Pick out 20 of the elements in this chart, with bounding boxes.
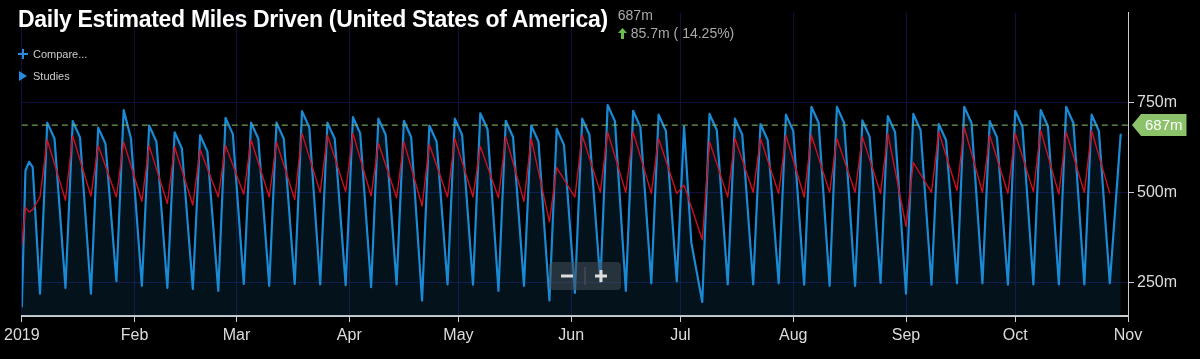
x-tick-label: Aug xyxy=(778,326,808,344)
y-tick-label: 500m xyxy=(1137,182,1178,200)
x-tick-label: Feb xyxy=(120,326,149,344)
x-tick-label: Jun xyxy=(558,326,585,344)
y-tick-label: 750m xyxy=(1137,92,1178,110)
x-tick-label: 2019 xyxy=(4,326,40,344)
chart-title: Daily Estimated Miles Driven (United States of America) xyxy=(18,6,608,33)
x-tick-label: Sep xyxy=(891,326,921,344)
x-tick-label: Apr xyxy=(336,326,363,344)
x-tick-label: Jul xyxy=(670,326,691,344)
annotation: Compare... xyxy=(33,48,88,60)
annotation: 687m xyxy=(617,6,654,24)
x-tick-label: Mar xyxy=(222,326,251,344)
x-tick-label: Oct xyxy=(1002,326,1029,344)
x-tick-label: Nov xyxy=(1113,326,1143,344)
y-tick-label: 250m xyxy=(1137,272,1178,290)
annotation: 85.7m ( 14.25%) xyxy=(630,24,735,42)
annotation: Studies xyxy=(33,70,70,82)
x-tick-label: May xyxy=(443,326,474,344)
ref-line-label: 687m xyxy=(1145,116,1183,134)
